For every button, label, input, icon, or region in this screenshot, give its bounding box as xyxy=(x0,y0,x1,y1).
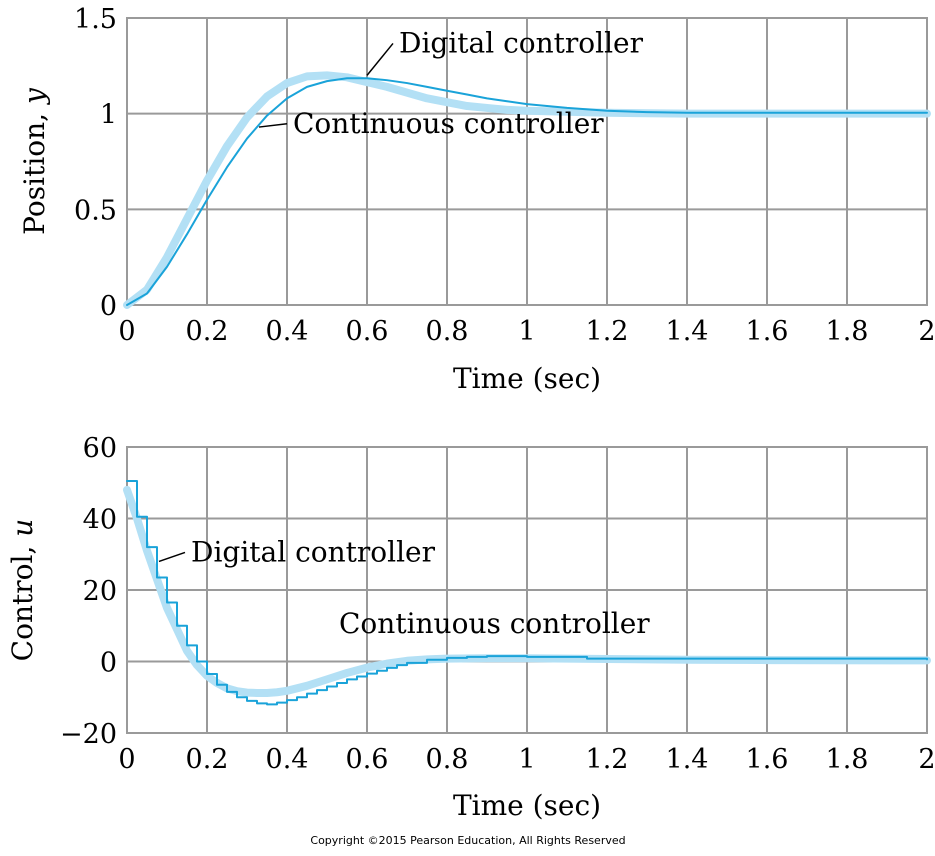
x-tick-label: 1.4 xyxy=(666,316,709,347)
x-tick-label: 0.8 xyxy=(426,744,469,775)
annotation-leader xyxy=(366,42,394,76)
x-tick-label: 1.6 xyxy=(746,316,789,347)
x-tick-label: 1 xyxy=(518,744,535,775)
y-axis-label-text: Control, xyxy=(6,537,39,662)
x-tick-label: 2 xyxy=(918,744,935,775)
series-digital-controller xyxy=(126,77,928,306)
annotation-leader xyxy=(158,551,186,563)
annotation-label: Digital controller xyxy=(191,535,436,568)
x-tick-label: 1.2 xyxy=(586,744,629,775)
y-axis-label: Control, u xyxy=(6,519,39,662)
y-tick-label: 1.5 xyxy=(74,4,117,35)
x-tick-label: 1.8 xyxy=(826,316,869,347)
x-tick-label: 0.2 xyxy=(186,744,229,775)
y-axis-label-text: Position, xyxy=(18,104,51,235)
x-axis-label: Time (sec) xyxy=(453,789,601,822)
annotation-label: Continuous controller xyxy=(339,607,650,640)
x-tick-label: 0.2 xyxy=(186,316,229,347)
y-tick-label: 0 xyxy=(100,291,117,322)
y-tick-label: 0.5 xyxy=(74,195,117,226)
x-tick-label: 2 xyxy=(918,316,935,347)
y-axis-label-variable: u xyxy=(6,519,39,537)
series-continuous-controller xyxy=(123,71,931,309)
control-chart: 0 0.2 0.4 0.6 0.8 1 1.2 1.4 1.6 1.8 2−200204060Tim… xyxy=(6,433,935,822)
x-tick-label: 1.2 xyxy=(586,316,629,347)
x-tick-label: 0.4 xyxy=(266,744,309,775)
x-tick-label: 0 xyxy=(118,316,135,347)
x-tick-label: 1.6 xyxy=(746,744,789,775)
copyright-notice: Copyright ©2015 Pearson Education, All R… xyxy=(310,834,625,847)
y-tick-label: 40 xyxy=(83,505,117,536)
x-axis-label: Time (sec) xyxy=(453,362,601,395)
plot-frame xyxy=(126,446,928,734)
y-tick-label: 20 xyxy=(83,576,117,607)
y-axis-label: Position, y xyxy=(18,87,51,235)
plot-frame xyxy=(126,17,928,306)
x-tick-label: 0.8 xyxy=(426,316,469,347)
series-continuous-controller xyxy=(123,485,931,697)
x-tick-label: 1 xyxy=(518,316,535,347)
position-chart: 0 0.2 0.4 0.6 0.8 1 1.2 1.4 1.6 1.8 2 0 0.5 1 1.5 Time … xyxy=(18,4,935,395)
x-tick-label: 0.6 xyxy=(346,316,389,347)
x-tick-label: 1.4 xyxy=(666,744,709,775)
y-tick-label: 60 xyxy=(83,433,117,464)
series-digital-controller xyxy=(126,479,928,706)
x-tick-label: 1.8 xyxy=(826,744,869,775)
annotation-label: Digital controller xyxy=(399,26,644,59)
annotation-leader xyxy=(258,123,288,128)
y-tick-label: 0 xyxy=(100,648,117,679)
annotation-label: Continuous controller xyxy=(293,107,604,140)
y-tick-label: −20 xyxy=(60,719,117,750)
x-tick-label: 0 xyxy=(118,744,135,775)
y-tick-label: 1 xyxy=(100,100,117,131)
x-tick-label: 0.6 xyxy=(346,744,389,775)
y-axis-label-variable: y xyxy=(18,87,51,106)
x-tick-label: 0.4 xyxy=(266,316,309,347)
